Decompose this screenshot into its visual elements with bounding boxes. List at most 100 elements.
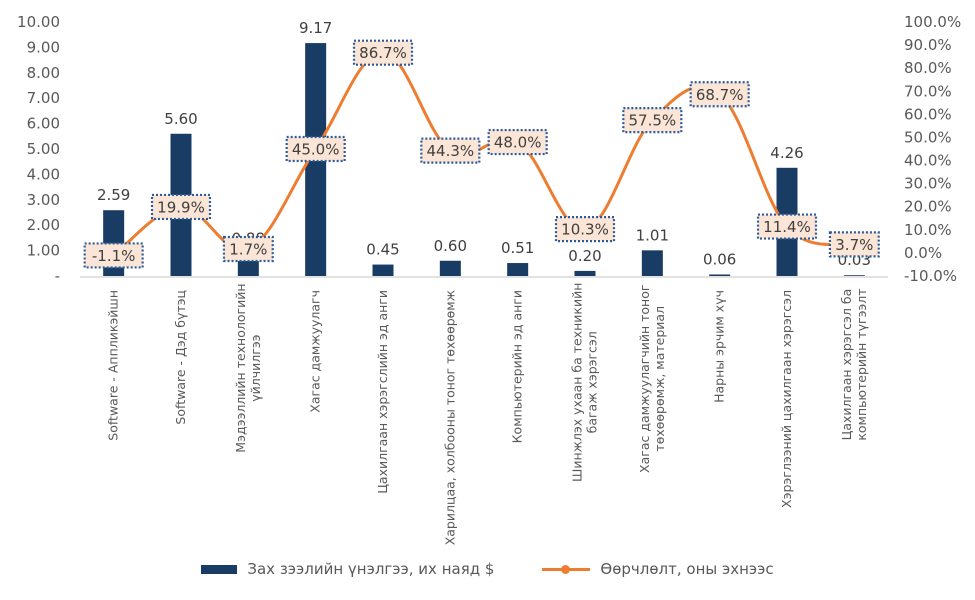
left-tick-label: 10.00 xyxy=(17,13,60,31)
right-axis: -10.0% 0.0% 10.0% 20.0% 30.0% 40.0% 50.0% 60.0%… xyxy=(904,13,961,285)
line-data-label: 48.0% xyxy=(487,128,548,156)
x-tick-line: Харилцаа, холбооны тоног төхөөрөмж xyxy=(442,290,457,545)
x-tick-line: Цахилгаан хэрэгслийн эд анги xyxy=(375,290,390,494)
right-tick-label: 100.0% xyxy=(904,13,961,31)
label-box xyxy=(487,128,548,156)
right-tick-label: 50.0% xyxy=(904,128,952,146)
label-box xyxy=(828,231,880,258)
label-box xyxy=(150,193,212,221)
pct-label-text: -1.1% xyxy=(92,247,136,265)
left-tick-label: 4.00 xyxy=(27,165,60,183)
x-tick-line: компьютерийн түгээлт xyxy=(854,288,869,440)
bar xyxy=(574,270,596,276)
x-tick-label: Хагас дамжуулагч xyxy=(308,290,323,413)
x-tick-label: Мэдээллийн технологийнүйлчилгээ xyxy=(233,283,263,452)
line-data-label: 10.3% xyxy=(554,216,616,243)
x-tick-label: Хагас дамжуулагчийн тоногтөхөөрөмж, мате… xyxy=(637,285,667,473)
bar-data-label: 0.51 xyxy=(501,239,534,257)
x-tick-line: үйлчилгээ xyxy=(248,334,263,401)
x-tick-label: Цахилгаан хэрэгслийн эд анги xyxy=(375,290,390,494)
line-data-label: -1.1% xyxy=(83,242,144,269)
pct-label-text: 86.7% xyxy=(359,44,407,62)
legend-item-bar[interactable]: Зах зээлийн үнэлгээ, их наяд $ xyxy=(201,560,494,578)
label-box xyxy=(554,216,616,243)
label-box xyxy=(285,135,346,163)
line-data-label: 3.7% xyxy=(828,231,880,258)
x-tick-label: Хэрэглээний цахилгаан хэрэгсэл xyxy=(779,290,794,508)
legend-bar-label: Зах зээлийн үнэлгээ, их наяд $ xyxy=(247,560,495,578)
label-box xyxy=(689,81,750,108)
pct-label-text: 48.0% xyxy=(494,134,542,152)
x-tick-label: Software - Аппликэйшн xyxy=(106,290,121,441)
line-data-label: 57.5% xyxy=(622,107,683,134)
bar-data-label: 9.17 xyxy=(299,19,332,37)
x-tick-line: Хагас дамжуулагч xyxy=(308,290,323,413)
label-box xyxy=(622,107,683,134)
label-box xyxy=(756,213,818,240)
x-tick-line: багаж хэрэгсэл xyxy=(585,331,600,433)
bar-series xyxy=(103,43,865,276)
left-tick-label: 7.00 xyxy=(27,89,60,107)
x-tick-line: төхөөрөмж, материал xyxy=(652,306,667,452)
x-tick-line: Хагас дамжуулагчийн тоног xyxy=(637,285,652,473)
line-data-label: 1.7% xyxy=(222,235,274,263)
line-data-label: 68.7% xyxy=(689,81,750,108)
bar xyxy=(641,250,663,276)
legend-bar-swatch xyxy=(201,564,238,574)
bar xyxy=(843,275,865,276)
right-tick-label: 90.0% xyxy=(904,36,952,54)
left-tick-label: 5.00 xyxy=(27,140,60,158)
right-tick-label: 40.0% xyxy=(904,152,952,170)
x-tick-line: Цахилгаан хэрэгсэл ба xyxy=(839,289,854,441)
pct-label-text: 57.5% xyxy=(629,112,677,130)
left-tick-label: - xyxy=(55,267,60,285)
left-tick-label: 3.00 xyxy=(27,191,60,209)
x-tick-line: Мэдээллийн технологийн xyxy=(233,283,248,452)
left-axis: - 1.00 2.00 3.00 4.00 5.00 6.00 7.00 8.00 9.00 10.… xyxy=(17,13,60,285)
x-tick-line: Компьютерийн эд анги xyxy=(510,290,525,443)
x-tick-label: Харилцаа, холбооны тоног төхөөрөмж xyxy=(442,290,457,545)
legend-item-line[interactable]: Өөрчлөлт, оны эхнээс xyxy=(542,560,774,578)
x-tick-line: Нарны эрчим хүч xyxy=(712,290,727,403)
right-tick-label: 80.0% xyxy=(904,59,952,77)
pct-label-text: 1.7% xyxy=(229,240,267,258)
x-axis-labels: Software - Аппликэйшн Software - Дэд бүтэ… xyxy=(106,283,869,546)
label-box xyxy=(83,242,144,269)
bar-data-label: 5.60 xyxy=(164,110,197,128)
line-data-label: 45.0% xyxy=(285,135,346,163)
x-tick-line: Software - Аппликэйшн xyxy=(106,290,121,441)
legend-line-label: Өөрчлөлт, оны эхнээс xyxy=(600,560,774,578)
right-tick-label: 30.0% xyxy=(904,175,952,193)
legend: Зах зээлийн үнэлгээ, их наяд $ Өөрчлөлт,… xyxy=(0,560,975,578)
label-box xyxy=(352,39,414,66)
x-tick-label: Нарны эрчим хүч xyxy=(712,290,727,403)
label-box xyxy=(420,137,481,164)
left-tick-label: 2.00 xyxy=(27,216,60,234)
left-tick-label: 8.00 xyxy=(27,64,60,82)
combo-chart: - 1.00 2.00 3.00 4.00 5.00 6.00 7.00 8.00 9.00 10.… xyxy=(17,13,961,546)
line-data-labels: -1.1% 19.9% 1.7% 45.0% 86.7% 44.3% 48.0% 10.3% 5… xyxy=(83,39,880,269)
bar xyxy=(507,263,529,276)
line-data-label: 19.9% xyxy=(150,193,212,221)
right-tick-label: 20.0% xyxy=(904,198,952,216)
x-tick-line: Хэрэглээний цахилгаан хэрэгсэл xyxy=(779,290,794,508)
line-data-label: 11.4% xyxy=(756,213,818,240)
pct-label-text: 44.3% xyxy=(427,142,475,160)
right-tick-label: -10.0% xyxy=(904,267,957,285)
bar-data-label: 4.26 xyxy=(770,144,803,162)
bar-data-label: 0.06 xyxy=(703,250,736,268)
bar-data-label: 2.59 xyxy=(97,186,130,204)
right-tick-label: 10.0% xyxy=(904,221,952,239)
left-tick-label: 9.00 xyxy=(27,38,60,56)
bar xyxy=(439,260,461,276)
right-tick-label: 0.0% xyxy=(904,244,942,262)
label-box xyxy=(222,235,274,263)
bar xyxy=(709,274,731,276)
pct-label-text: 68.7% xyxy=(696,86,744,104)
right-tick-label: 60.0% xyxy=(904,105,952,123)
bar xyxy=(372,264,394,276)
x-tick-label: Шинжлэх ухаан ба техникийнбагаж хэрэгсэл xyxy=(570,283,600,482)
right-tick-label: 70.0% xyxy=(904,82,952,100)
x-tick-line: Шинжлэх ухаан ба техникийн xyxy=(570,283,585,482)
legend-line-swatch xyxy=(542,564,591,574)
